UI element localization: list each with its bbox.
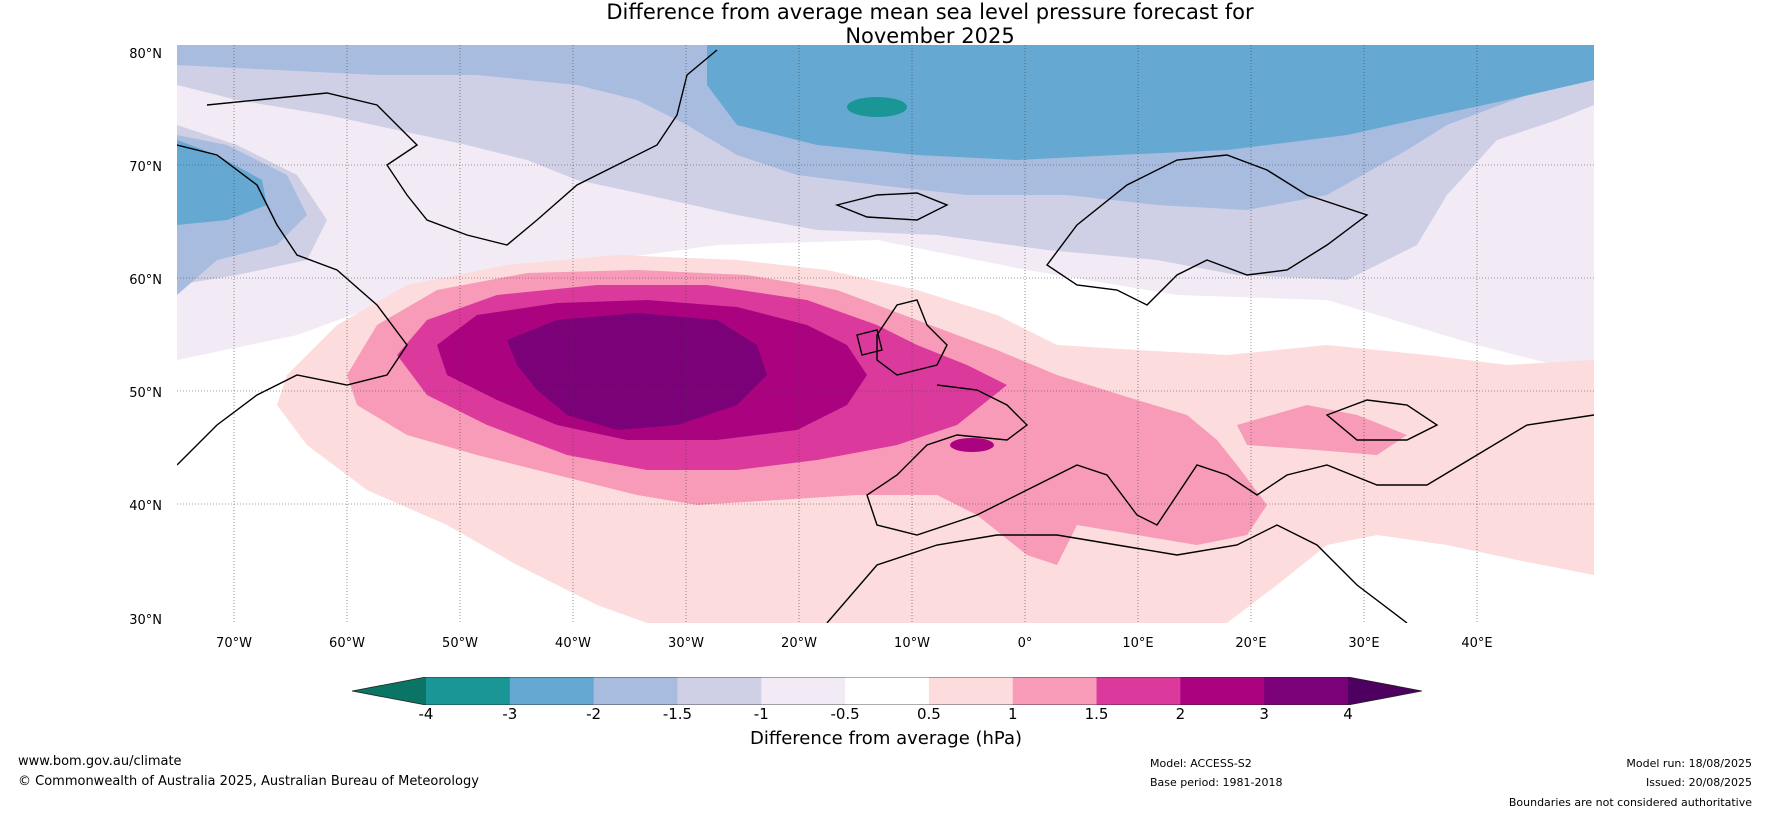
contour-minus-2 xyxy=(707,45,1594,160)
lon-label-30e: 30°E xyxy=(1348,636,1380,651)
ireland-coast xyxy=(856,329,883,356)
gridlines xyxy=(177,45,1594,623)
colorbar-tick-label: -3 xyxy=(502,705,518,723)
contour-minus-2-west xyxy=(177,140,267,225)
model-run: Model run: 18/08/2025 xyxy=(1626,757,1752,770)
lat-label-60n: 60°N xyxy=(129,273,162,288)
colorbar-tick-label: 3 xyxy=(1259,705,1269,723)
colorbar-tick-label: -0.5 xyxy=(830,705,860,723)
colorbar-segment xyxy=(1012,677,1098,705)
colorbar-tick-label: 0.5 xyxy=(916,705,941,723)
colorbar-segment xyxy=(845,677,930,705)
lon-label-40e: 40°E xyxy=(1461,636,1493,651)
lon-label-70w: 70°W xyxy=(216,636,252,651)
canada-coast xyxy=(177,144,408,466)
lon-label-50w: 50°W xyxy=(442,636,478,651)
colorbar-tick-label: -4 xyxy=(418,705,434,723)
colorbar-over-triangle xyxy=(1348,677,1422,705)
lon-label-40w: 40°W xyxy=(555,636,591,651)
colorbar-segment xyxy=(1096,677,1181,705)
black-sea-coast xyxy=(1325,399,1439,441)
lon-label-20w: 20°W xyxy=(781,636,817,651)
lat-label-40n: 40°N xyxy=(129,499,162,514)
copyright-text: © Commonwealth of Australia 2025, Austra… xyxy=(18,774,479,789)
pressure-anomaly-map xyxy=(177,45,1594,623)
colorbar xyxy=(351,676,1423,706)
colorbar-tick-label: -1 xyxy=(753,705,769,723)
uk-coast xyxy=(876,299,948,376)
scandinavia-coast xyxy=(1045,154,1369,306)
colorbar-under-triangle xyxy=(352,677,426,705)
model-name: Model: ACCESS-S2 xyxy=(1150,757,1252,770)
lon-label-10w: 10°W xyxy=(894,636,930,651)
colorbar-title: Difference from average (hPa) xyxy=(749,728,1023,749)
lat-label-30n: 30°N xyxy=(129,613,162,628)
contour-plus-2-spot xyxy=(950,438,994,452)
colorbar-segment xyxy=(593,677,678,705)
colorbar-tick-label: 1 xyxy=(1007,705,1018,723)
website-link[interactable]: www.bom.gov.au/climate xyxy=(18,754,182,769)
lat-label-70n: 70°N xyxy=(129,160,162,175)
coastlines xyxy=(177,49,1594,623)
colorbar-segment xyxy=(509,677,595,705)
lon-label-10e: 10°E xyxy=(1122,636,1154,651)
colorbar-segment xyxy=(426,677,511,705)
lon-label-30w: 30°W xyxy=(668,636,704,651)
map-title: Difference from average mean sea level p… xyxy=(500,0,1360,48)
colorbar-segment xyxy=(1180,677,1265,705)
colorbar-tick-label: -2 xyxy=(586,705,602,723)
colorbar-segment xyxy=(928,677,1014,705)
colorbar-segment xyxy=(761,677,846,705)
colorbar-tick-label: -1.5 xyxy=(662,705,693,723)
lon-label-20e: 20°E xyxy=(1235,636,1267,651)
greenland-coast xyxy=(206,49,718,246)
colorbar-tick-label: 4 xyxy=(1343,705,1353,723)
contour-plus-1-east xyxy=(1237,405,1407,455)
base-period: Base period: 1981-2018 xyxy=(1150,776,1283,789)
map-title-line1: Difference from average mean sea level p… xyxy=(606,0,1254,24)
lat-label-80n: 80°N xyxy=(129,47,162,62)
africa-coast xyxy=(826,524,1408,623)
disclaimer: Boundaries are not considered authoritat… xyxy=(1508,796,1752,809)
issued-date: Issued: 20/08/2025 xyxy=(1645,776,1752,789)
lon-label-60w: 60°W xyxy=(329,636,365,651)
lat-label-50n: 50°N xyxy=(129,386,162,401)
map-svg xyxy=(177,45,1594,623)
lon-label-0: 0° xyxy=(1017,636,1033,651)
europe-coast xyxy=(866,384,1594,536)
colorbar-tick-label: 2 xyxy=(1175,705,1186,723)
contour-minus-3 xyxy=(847,97,907,117)
colorbar-tick-label: 1.5 xyxy=(1084,705,1109,723)
colorbar-svg xyxy=(351,676,1423,706)
colorbar-segment xyxy=(1264,677,1349,705)
contour-plus-3 xyxy=(507,313,767,430)
map-title-line2: November 2025 xyxy=(845,24,1015,48)
iceland-coast xyxy=(834,192,949,221)
colorbar-segment xyxy=(677,677,762,705)
